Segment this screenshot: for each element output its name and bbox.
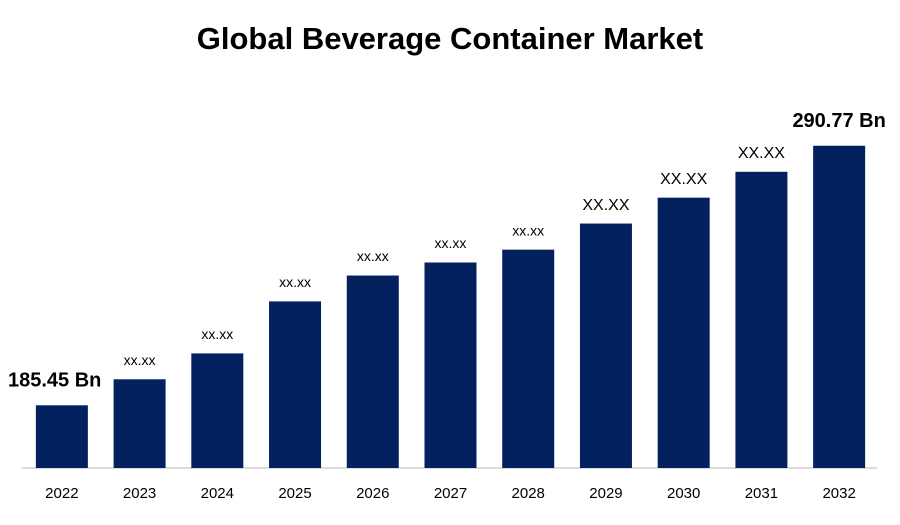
value-label: XX.XX — [738, 145, 785, 162]
value-label: XX.XX — [582, 197, 629, 214]
x-tick-label: 2024 — [201, 485, 234, 502]
value-label: XX.XX — [660, 171, 707, 188]
x-tick-label: 2025 — [278, 485, 311, 502]
x-tick-label: 2028 — [512, 485, 545, 502]
bar — [346, 275, 399, 468]
value-label: xx.xx — [512, 222, 544, 238]
x-tick-label: 2022 — [45, 485, 78, 502]
bar — [191, 353, 244, 468]
bar — [113, 379, 166, 468]
value-label: xx.xx — [435, 235, 467, 251]
x-tick-label: 2023 — [123, 485, 156, 502]
x-tick-label: 2029 — [589, 485, 622, 502]
bar — [35, 405, 88, 468]
bar — [813, 145, 866, 468]
value-label: xx.xx — [357, 248, 389, 264]
value-label: 290.77 Bn — [792, 110, 885, 132]
x-tick-label: 2030 — [667, 485, 700, 502]
x-tick-label: 2032 — [822, 485, 855, 502]
value-label: xx.xx — [124, 352, 156, 368]
bar — [269, 301, 322, 468]
bar — [735, 171, 788, 469]
value-label: xx.xx — [201, 326, 233, 342]
x-tick-label: 2026 — [356, 485, 389, 502]
value-label: xx.xx — [279, 274, 311, 290]
x-tick-label: 2031 — [745, 485, 778, 502]
bar — [657, 197, 710, 469]
bar — [502, 249, 555, 468]
x-tick-label: 2027 — [434, 485, 467, 502]
value-label: 185.45 Bn — [8, 370, 101, 392]
bar — [579, 223, 632, 468]
chart-title: Global Beverage Container Market — [197, 21, 704, 56]
bar — [424, 262, 477, 468]
